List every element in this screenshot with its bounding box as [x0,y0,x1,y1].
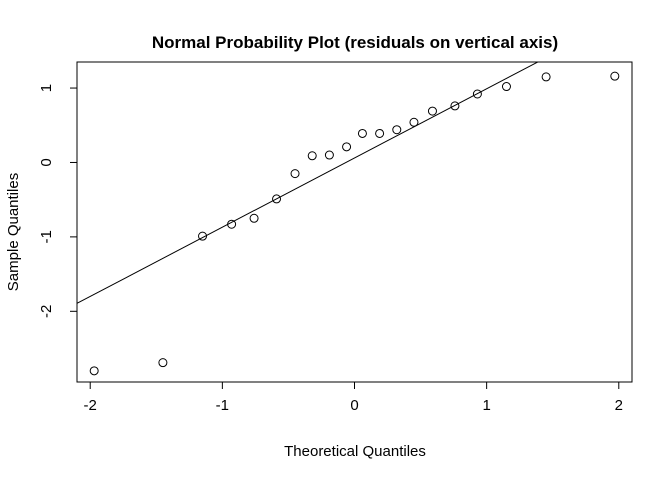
data-point [89,366,99,376]
data-point [227,219,237,229]
y-tick-label: 1 [38,84,55,92]
data-point [198,231,208,241]
x-tick-label: -2 [84,397,97,414]
data-point [272,194,282,204]
plot-area [76,61,633,383]
x-tick-label: 2 [615,397,623,414]
x-tick-label: 1 [482,397,490,414]
data-point [307,151,317,161]
y-tick-label: -2 [38,305,55,318]
data-point [324,150,334,160]
chart-title: Normal Probability Plot (residuals on ve… [152,33,558,52]
x-tick-label: 0 [350,397,358,414]
data-point [375,128,385,138]
plot-content [77,62,620,376]
data-point [409,117,419,127]
x-tick-label: -1 [216,397,229,414]
data-point [158,358,168,368]
data-point [290,169,300,179]
x-axis: -2 -1 0 1 2 [84,382,623,414]
data-point [610,71,620,81]
data-point [392,125,402,135]
data-point [450,101,460,111]
data-point [501,82,511,92]
y-tick-label: 0 [38,158,55,166]
data-point [472,89,482,99]
y-tick-label: -1 [38,230,55,243]
data-point [427,106,437,116]
x-axis-label: Theoretical Quantiles [284,443,426,460]
reference-line [77,62,539,304]
data-point [541,72,551,82]
y-axis: -2 -1 0 1 [38,84,77,318]
data-point [249,213,259,223]
data-point [342,142,352,152]
y-axis-label: Sample Quantiles [5,173,22,291]
data-point [357,128,367,138]
